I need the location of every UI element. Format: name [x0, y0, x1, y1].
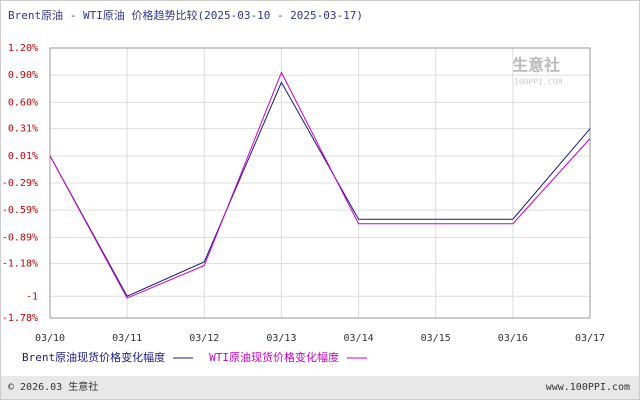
y-tick-label: 1.20%	[8, 43, 38, 54]
x-tick-label: 03/11	[112, 333, 142, 344]
y-tick-label: 0.01%	[8, 151, 38, 162]
y-tick-label: 0.90%	[8, 70, 38, 81]
y-tick-label: -1	[26, 291, 38, 302]
series-line	[49, 71, 591, 299]
y-tick-label: -1.18%	[2, 259, 38, 270]
x-tick-label: 03/15	[421, 333, 451, 344]
x-tick-label: 03/12	[189, 333, 219, 344]
series-line	[49, 81, 591, 297]
x-tick-label: 03/13	[266, 333, 296, 344]
y-tick-label: 0.31%	[8, 124, 38, 135]
footer-bar	[1, 376, 639, 399]
watermark: 100PPI.COM	[514, 78, 562, 87]
y-tick-label: -0.89%	[2, 232, 38, 243]
footer-right: www.100PPI.com	[546, 382, 630, 393]
legend-label: WTI原油现货价格变化幅度	[209, 350, 339, 364]
plot-border	[49, 47, 591, 319]
x-tick-label: 03/16	[498, 333, 528, 344]
legend-label: Brent原油现货价格变化幅度	[22, 350, 165, 364]
x-tick-label: 03/14	[344, 333, 374, 344]
y-tick-label: -0.29%	[2, 178, 38, 189]
y-tick-label: 0.60%	[8, 97, 38, 108]
chart-title: Brent原油 - WTI原油 价格趋势比较(2025-03-10 - 2025…	[8, 8, 363, 22]
x-tick-label: 03/10	[35, 333, 65, 344]
y-tick-label: -1.78%	[2, 313, 38, 324]
footer-left: © 2026.03 生意社	[8, 380, 98, 393]
x-tick-label: 03/17	[575, 333, 605, 344]
y-tick-label: -0.59%	[2, 205, 38, 216]
watermark: 生意社	[512, 56, 560, 75]
